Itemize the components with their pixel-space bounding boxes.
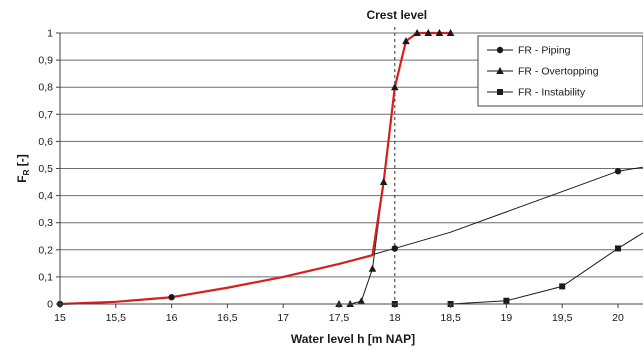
data-point: [559, 283, 566, 290]
crest-level-marker: Crest level: [366, 8, 427, 304]
data-point: [357, 297, 366, 305]
legend-label: FR - Overtopping: [518, 66, 599, 78]
x-tick-label: 17: [277, 312, 289, 324]
x-tick-label: 17,5: [329, 312, 350, 324]
y-tick-label: 0,3: [38, 217, 53, 229]
data-point: [435, 29, 444, 36]
y-tick-label: 0,7: [38, 109, 53, 121]
y-axis-title: FR [-]: [15, 154, 31, 182]
x-tick-label: 19,5: [552, 312, 573, 324]
data-point: [391, 83, 399, 91]
data-point: [503, 297, 510, 304]
legend: FR - Piping FR - Overtopping FR - Instabil…: [477, 35, 643, 107]
y-tick-label: 1: [47, 28, 53, 40]
data-point: [391, 245, 398, 252]
crest-level-label: Crest level: [366, 8, 427, 22]
y-tick-label: 0: [47, 299, 53, 311]
data-point: [424, 29, 433, 36]
x-tick-label: 16,5: [217, 312, 238, 324]
x-tick-label: 15: [54, 312, 66, 324]
y-tick-label: 0,5: [38, 163, 53, 175]
data-point: [402, 37, 410, 45]
y-tick-label: 0,2: [38, 244, 53, 256]
legend-marker: [497, 89, 503, 95]
y-tick-label: 0,6: [38, 136, 53, 148]
y-tick-label: 0,9: [38, 55, 53, 67]
y-tick-label: 0,4: [38, 190, 53, 202]
y-tick-label: 0,1: [38, 271, 53, 283]
data-point: [615, 245, 621, 252]
y-tick-label: 0,8: [38, 82, 53, 94]
x-tick-label: 15,5: [106, 312, 127, 324]
x-tick-label: 19: [501, 312, 513, 324]
data-point: [368, 264, 377, 272]
x-tick-label: 18,5: [440, 312, 461, 324]
legend-marker: [496, 67, 504, 74]
legend-label: FR - Instability: [518, 87, 586, 99]
x-axis-title: Water level h [m NAP]: [291, 332, 415, 346]
data-point: [168, 294, 175, 301]
legend-label: FR - Piping: [518, 45, 571, 57]
x-tick-label: 16: [166, 312, 178, 324]
data-point: [413, 29, 421, 36]
x-tick-label: 20: [612, 312, 624, 324]
data-point: [379, 178, 388, 186]
series-line-2: [394, 232, 643, 305]
legend-marker: [496, 46, 504, 54]
series-line-0: [59, 166, 643, 305]
axes: 0 0,1 0,2 0,3 0,4 0,5 0,6 0,7 0,8 0,9 1 15 15,5 16 16,…: [15, 28, 643, 346]
x-tick-label: 18: [389, 312, 401, 324]
data-point: [446, 29, 455, 36]
data-point: [614, 168, 622, 175]
